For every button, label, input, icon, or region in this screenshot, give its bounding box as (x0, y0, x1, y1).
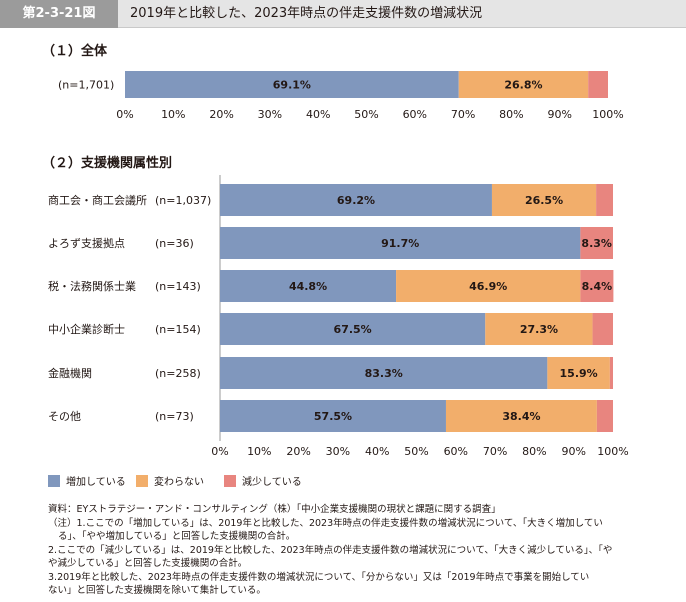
note-1-line-2: る」、「やや増加している」と回答した支援機関の合計。 (58, 531, 296, 542)
chart-2-category-label-6: その他 (48, 410, 81, 423)
chart-2-bar-decrease-3 (580, 270, 614, 302)
chart-1-x-tick-label: 10% (161, 108, 185, 121)
legend-label-decrease: 減少している (242, 477, 302, 488)
chart-2-bar-unchanged-5 (547, 357, 610, 389)
chart-2-category-label-3: 税・法務関係士業 (48, 279, 136, 293)
figure-title: 2019年と比較した、2023年時点の伴走支援件数の増減状況 (130, 6, 483, 21)
chart-2-category-label-5: 金融機関 (48, 366, 92, 380)
chart-2-data-label-unchanged-4: 27.3% (520, 323, 558, 336)
chart-2-data-label-increase-6: 57.5% (314, 410, 352, 423)
chart-2-data-label-increase-4: 67.5% (334, 323, 372, 336)
chart-2-bar-unchanged-1 (491, 184, 597, 216)
legend-swatch-decrease (224, 475, 236, 487)
chart-2-x-tick-label: 20% (286, 445, 310, 458)
chart-2-x-tick-label: 10% (247, 445, 271, 458)
chart-2-bar-increase-1 (220, 184, 492, 216)
chart-1-x-tick-label: 80% (499, 108, 523, 121)
legend-swatch-increase (48, 475, 60, 487)
chart-1-bar-increase-1 (125, 71, 459, 98)
chart-2-x-tick-label: 90% (561, 445, 585, 458)
chart-2-data-label-unchanged-3: 46.9% (469, 280, 507, 293)
legend-item-decrease: 減少している (224, 475, 302, 490)
figure-number: 第2-3-21図 (0, 0, 118, 28)
chart-2-bar-decrease-4 (592, 313, 613, 345)
chart-1-x-tick-label: 100% (592, 108, 623, 121)
chart-2-x-tick-label: 100% (597, 445, 628, 458)
note-2-line-1: 2.ここでの「減少している」は、2019年と比較した、2023年時点の伴走支援件… (48, 544, 613, 556)
legend-item-unchanged: 変わらない (136, 475, 204, 490)
note-3-line-2: ない」と回答した支援機関を除いて集計している。 (48, 585, 266, 596)
chart-2-bar-increase-5 (220, 357, 548, 389)
chart-2-x-tick-label: 0% (211, 445, 228, 458)
note-2-line-2: や減少している」と回答した支援機関の合計。 (48, 558, 248, 569)
note-source: 資料：EYストラテジー・アンド・コンサルティング（株）「中小企業支援機関の現状と… (48, 504, 501, 515)
chart-2-data-label-increase-3: 44.8% (289, 280, 327, 293)
chart-1-bar-decrease-1 (588, 71, 608, 98)
chart-1-x-tick-label: 20% (209, 108, 233, 121)
chart-2-data-label-increase-5: 83.3% (365, 367, 403, 380)
chart-2-data-label-unchanged-1: 26.5% (525, 194, 563, 207)
chart-1-x-tick-label: 60% (403, 108, 427, 121)
chart-2-x-tick-label: 40% (365, 445, 389, 458)
chart-1-data-label-unchanged-1: 26.8% (504, 79, 542, 92)
chart-1-x-tick-label: 70% (451, 108, 475, 121)
chart-1-data-label-increase-1: 69.1% (273, 79, 311, 92)
chart-2-x-tick-label: 50% (404, 445, 428, 458)
chart-2-data-label-unchanged-5: 15.9% (560, 367, 598, 380)
chart-1-bar-unchanged-1 (458, 71, 589, 98)
chart-1-x-tick-label: 90% (547, 108, 571, 121)
chart-2-bar-decrease-2 (580, 227, 613, 259)
chart-2-data-label-increase-2: 91.7% (381, 237, 419, 250)
chart-2-category-label-2: よろず支援拠点 (48, 236, 125, 250)
chart-2-n-label-3: (n=143) (155, 280, 201, 293)
chart-2-category-label-1: 商工会・商工会議所 (48, 193, 147, 207)
chart-2-category-label-4: 中小企業診断士 (48, 322, 125, 336)
chart-2-bar-unchanged-4 (485, 313, 593, 345)
chart-1-x-tick-label: 50% (354, 108, 378, 121)
legend-swatch-unchanged (136, 475, 148, 487)
chart-2-data-label-increase-1: 69.2% (337, 194, 375, 207)
section-title-by-attribute: （２）支援機関属性別 (42, 156, 173, 171)
chart-2-bar-increase-3 (220, 270, 397, 302)
chart-2-bar-decrease-1 (596, 184, 613, 216)
chart-1-x-tick-label: 0% (116, 108, 133, 121)
section-title-overall: （１）全体 (42, 44, 108, 59)
chart-2-n-label-6: (n=73) (155, 410, 194, 423)
chart-2-x-tick-label: 80% (522, 445, 546, 458)
chart-2-bar-decrease-6 (596, 400, 613, 432)
chart-1-x-tick-label: 30% (258, 108, 282, 121)
chart-2-bar-decrease-5 (609, 357, 613, 389)
stacked-bar-charts: 69.1% 26.8% (n=1,701) 0% 10% 20% 30% 40% 50% 60% 7… (48, 71, 629, 458)
chart-2-x-tick-label: 70% (483, 445, 507, 458)
note-1-line-1: （注）1.ここでの「増加している」は、2019年と比較した、2023年時点の伴走… (48, 517, 603, 529)
chart-2-x-tick-label: 30% (326, 445, 350, 458)
legend-label-unchanged: 変わらない (154, 477, 204, 488)
chart-2-x-tick-label: 60% (444, 445, 468, 458)
chart-1-x-tick-label: 40% (306, 108, 330, 121)
chart-1-category-label: (n=1,701) (58, 79, 114, 92)
chart-2-n-label-2: (n=36) (155, 237, 194, 250)
chart-2-data-label-decrease-2: 8.3% (581, 237, 612, 250)
figure-header: 第2-3-21図 2019年と比較した、2023年時点の伴走支援件数の増減状況 (0, 0, 686, 28)
figure-notes: 資料：EYストラテジー・アンド・コンサルティング（株）「中小企業支援機関の現状と… (48, 503, 678, 598)
chart-2-bar-increase-6 (220, 400, 446, 432)
chart-2-bar-unchanged-3 (396, 270, 581, 302)
chart-2-data-label-unchanged-6: 38.4% (502, 410, 540, 423)
legend-label-increase: 増加している (66, 477, 126, 488)
chart-2-n-label-4: (n=154) (155, 323, 201, 336)
chart-2-n-label-1: (n=1,037) (155, 194, 211, 207)
chart-2-bar-increase-4 (220, 313, 486, 345)
note-3-line-1: 3.2019年と比較した、2023年時点の伴走支援件数の増減状況について、「分か… (48, 571, 590, 583)
chart-2-bar-unchanged-6 (445, 400, 597, 432)
chart-2-n-label-5: (n=258) (155, 367, 201, 380)
chart-2-data-label-decrease-3: 8.4% (582, 280, 613, 293)
chart-2-bar-increase-2 (220, 227, 581, 259)
legend-item-increase: 増加している (48, 475, 126, 490)
